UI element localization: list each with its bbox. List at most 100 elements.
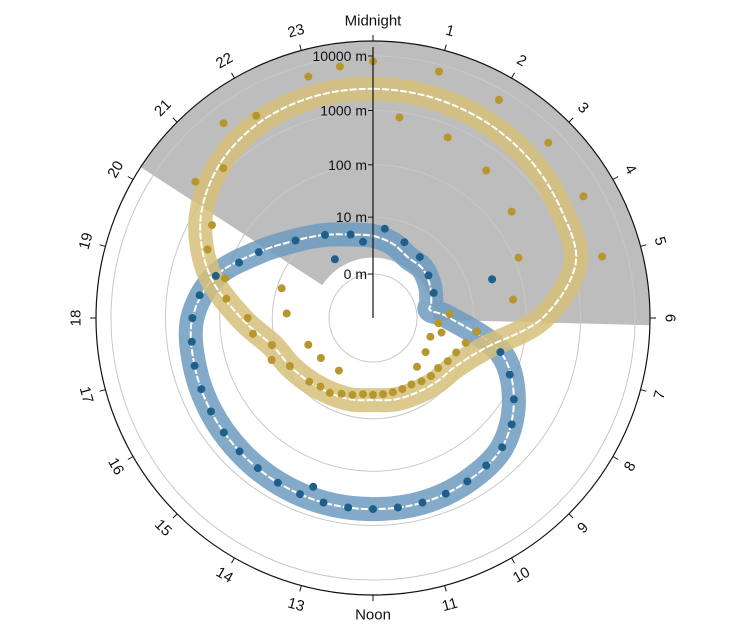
point-1-47 xyxy=(421,348,430,357)
point-0-13 xyxy=(441,489,450,498)
point-1-7 xyxy=(443,133,452,142)
point-1-52 xyxy=(267,356,276,364)
point-0-21 xyxy=(253,464,262,473)
point-1-55 xyxy=(277,284,286,293)
point-0-14 xyxy=(418,498,427,507)
hour-label-21: 21 xyxy=(151,96,175,120)
point-0-28 xyxy=(188,314,197,322)
hour-tick-22 xyxy=(231,72,235,79)
hour-tick-3 xyxy=(568,117,574,123)
hour-tick-7 xyxy=(640,389,647,392)
hour-label-4: 4 xyxy=(621,162,640,178)
point-0-12 xyxy=(463,477,472,486)
point-0-20 xyxy=(273,478,282,487)
point-1-17 xyxy=(427,372,435,380)
point-1-50 xyxy=(434,319,443,328)
hour-label-1: 1 xyxy=(444,22,456,41)
hour-tick-19 xyxy=(99,244,106,247)
hour-tick-16 xyxy=(127,456,134,460)
point-1-12 xyxy=(472,327,481,336)
point-1-9 xyxy=(507,207,516,216)
hour-tick-5 xyxy=(640,244,647,247)
point-0-26 xyxy=(190,361,199,370)
hour-label-9: 9 xyxy=(574,519,592,537)
point-0-29 xyxy=(195,291,204,300)
point-1-2 xyxy=(494,95,503,104)
hour-tick-17 xyxy=(99,389,106,392)
point-0-35 xyxy=(346,230,355,239)
point-0-9 xyxy=(507,420,516,429)
point-1-48 xyxy=(426,332,435,341)
point-1-31 xyxy=(267,341,276,350)
point-0-0 xyxy=(380,224,389,233)
point-0-7 xyxy=(505,370,514,379)
point-0-6 xyxy=(496,348,505,357)
point-0-32 xyxy=(254,248,263,257)
hour-tick-2 xyxy=(511,72,515,79)
clock-ring: Midnight1234567891011Noon131415161718192… xyxy=(68,13,679,624)
point-1-49 xyxy=(437,328,446,337)
point-0-37 xyxy=(330,255,339,264)
point-0-3 xyxy=(424,271,433,280)
point-1-14 xyxy=(452,348,461,357)
point-0-1 xyxy=(400,238,409,247)
point-0-15 xyxy=(393,503,402,512)
point-1-10 xyxy=(514,253,523,262)
point-0-34 xyxy=(321,230,329,239)
ribbon-median-1 xyxy=(199,87,578,402)
point-1-4 xyxy=(579,192,588,201)
hour-label-16: 16 xyxy=(104,455,127,478)
hour-tick-11 xyxy=(444,585,447,592)
point-1-43 xyxy=(304,340,313,349)
point-1-19 xyxy=(407,380,416,389)
point-1-37 xyxy=(304,72,313,81)
hour-tick-14 xyxy=(231,557,235,564)
point-1-13 xyxy=(461,338,470,347)
point-0-36 xyxy=(488,275,497,284)
point-0-30 xyxy=(211,271,220,280)
point-1-33 xyxy=(221,274,229,283)
hour-label-0: Midnight xyxy=(345,13,403,30)
hour-label-12: Noon xyxy=(355,607,391,624)
point-1-27 xyxy=(325,388,334,397)
hour-tick-20 xyxy=(127,176,134,180)
hour-label-10: 10 xyxy=(510,564,533,587)
point-0-27 xyxy=(187,337,196,346)
point-1-5 xyxy=(598,252,607,261)
point-0-11 xyxy=(482,461,491,470)
point-1-44 xyxy=(316,354,325,362)
hour-label-5: 5 xyxy=(651,235,670,247)
point-1-30 xyxy=(285,362,294,370)
point-1-3 xyxy=(544,138,553,147)
point-0-39 xyxy=(309,482,318,491)
hour-label-11: 11 xyxy=(440,595,459,615)
point-1-1 xyxy=(435,67,443,76)
point-1-11 xyxy=(509,295,518,304)
point-0-31 xyxy=(235,258,244,267)
point-1-24 xyxy=(359,390,367,399)
point-1-28 xyxy=(316,382,325,391)
point-1-22 xyxy=(379,390,387,399)
point-1-35 xyxy=(219,164,228,173)
point-1-23 xyxy=(369,390,377,399)
hour-tick-23 xyxy=(299,44,302,51)
hour-tick-8 xyxy=(612,456,619,460)
point-0-25 xyxy=(197,385,206,394)
point-0-19 xyxy=(296,490,304,499)
point-1-16 xyxy=(434,364,443,372)
hour-label-15: 15 xyxy=(151,516,175,540)
point-1-26 xyxy=(337,389,346,398)
point-0-22 xyxy=(235,447,244,456)
hour-label-17: 17 xyxy=(76,385,97,406)
point-0-17 xyxy=(344,503,353,512)
radial-tick-label-4: 10000 m xyxy=(313,48,367,64)
hour-label-6: 6 xyxy=(662,314,679,322)
radial-tick-label-0: 0 m xyxy=(344,266,367,282)
hour-label-19: 19 xyxy=(76,231,97,252)
point-0-2 xyxy=(415,253,424,262)
point-0-38 xyxy=(359,237,367,246)
point-1-40 xyxy=(191,177,200,186)
hour-tick-4 xyxy=(612,176,619,180)
point-0-10 xyxy=(498,443,507,452)
